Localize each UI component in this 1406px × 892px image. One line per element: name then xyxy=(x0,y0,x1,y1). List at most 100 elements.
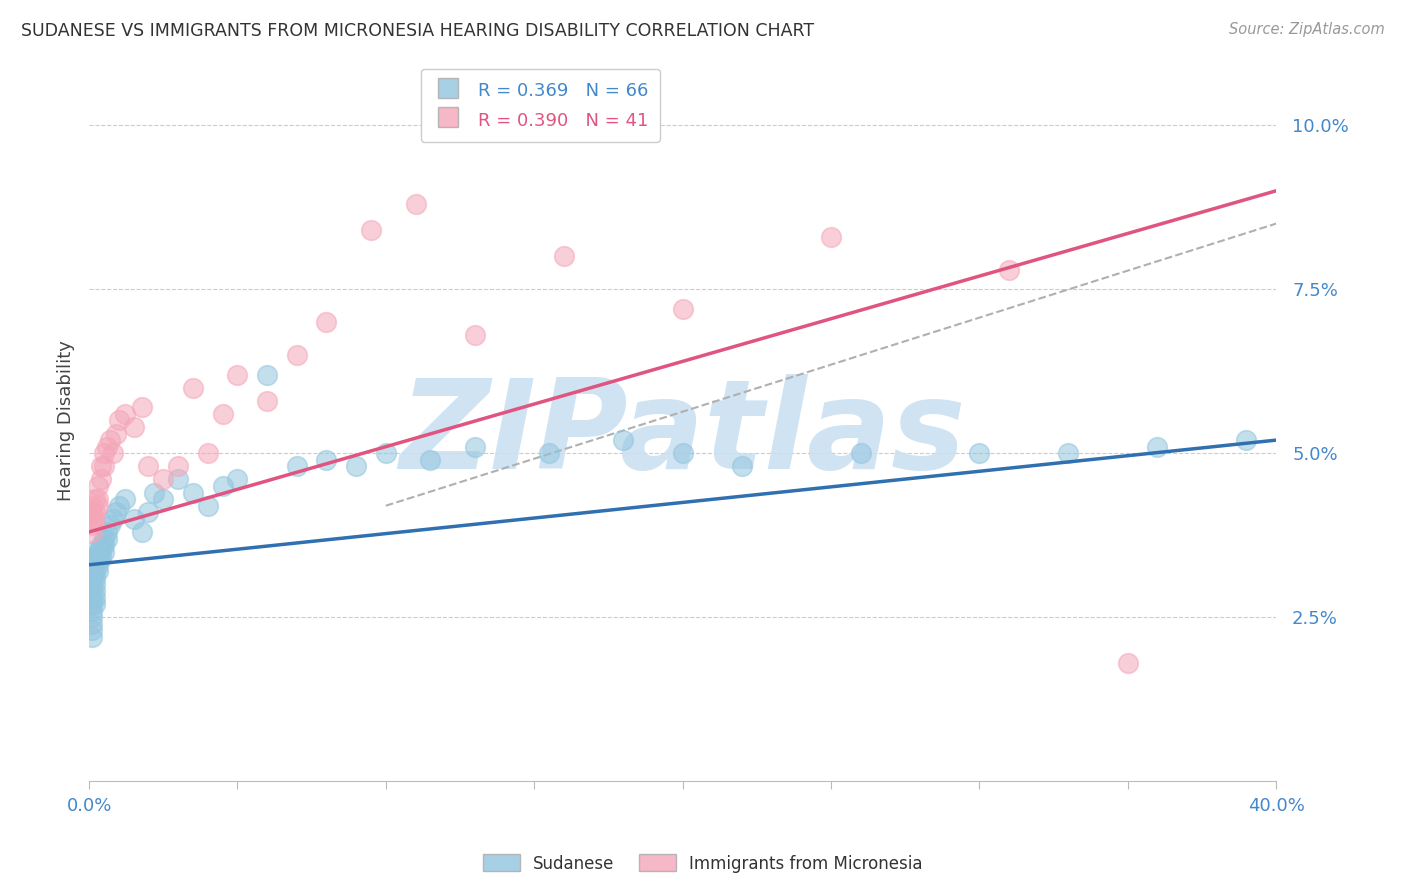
Point xyxy=(84,591,107,605)
Point xyxy=(80,524,103,539)
Point xyxy=(464,328,486,343)
Point xyxy=(80,518,103,533)
Point xyxy=(104,505,127,519)
Point xyxy=(84,505,107,519)
Point xyxy=(87,479,110,493)
Point xyxy=(285,459,308,474)
Point xyxy=(84,597,107,611)
Legend: Sudanese, Immigrants from Micronesia: Sudanese, Immigrants from Micronesia xyxy=(477,847,929,880)
Point xyxy=(849,446,872,460)
Point xyxy=(80,610,103,624)
Point xyxy=(80,505,103,519)
Point xyxy=(80,630,103,644)
Point xyxy=(152,492,174,507)
Point xyxy=(96,440,118,454)
Point xyxy=(84,577,107,591)
Point xyxy=(1116,656,1139,670)
Point xyxy=(80,597,103,611)
Point xyxy=(405,197,427,211)
Point xyxy=(553,249,575,263)
Point xyxy=(84,571,107,585)
Point xyxy=(93,538,115,552)
Point xyxy=(671,301,693,316)
Point xyxy=(80,624,103,638)
Point xyxy=(87,499,110,513)
Point xyxy=(152,473,174,487)
Y-axis label: Hearing Disability: Hearing Disability xyxy=(58,340,75,501)
Point xyxy=(80,558,103,572)
Point xyxy=(87,544,110,558)
Text: Source: ZipAtlas.com: Source: ZipAtlas.com xyxy=(1229,22,1385,37)
Point xyxy=(226,368,249,382)
Point xyxy=(464,440,486,454)
Point xyxy=(197,499,219,513)
Point xyxy=(104,426,127,441)
Point xyxy=(1146,440,1168,454)
Point xyxy=(80,565,103,579)
Point xyxy=(138,459,160,474)
Point xyxy=(114,492,136,507)
Point xyxy=(98,518,121,533)
Point xyxy=(114,407,136,421)
Point xyxy=(87,492,110,507)
Point xyxy=(998,262,1021,277)
Point xyxy=(1236,433,1258,447)
Point xyxy=(84,512,107,526)
Point xyxy=(80,571,103,585)
Point xyxy=(211,407,233,421)
Point xyxy=(80,551,103,566)
Point xyxy=(107,499,129,513)
Point xyxy=(96,532,118,546)
Point xyxy=(93,446,115,460)
Point xyxy=(87,558,110,572)
Point xyxy=(90,538,112,552)
Point xyxy=(84,492,107,507)
Point xyxy=(122,512,145,526)
Point xyxy=(80,616,103,631)
Point xyxy=(143,485,166,500)
Point xyxy=(80,584,103,599)
Point xyxy=(80,499,103,513)
Text: ZIPatlas: ZIPatlas xyxy=(399,375,966,495)
Point xyxy=(84,565,107,579)
Point xyxy=(419,452,441,467)
Point xyxy=(671,446,693,460)
Point xyxy=(138,505,160,519)
Point xyxy=(537,446,560,460)
Point xyxy=(87,565,110,579)
Text: SUDANESE VS IMMIGRANTS FROM MICRONESIA HEARING DISABILITY CORRELATION CHART: SUDANESE VS IMMIGRANTS FROM MICRONESIA H… xyxy=(21,22,814,40)
Point xyxy=(101,512,124,526)
Point xyxy=(181,485,204,500)
Point xyxy=(820,229,842,244)
Point xyxy=(90,544,112,558)
Point xyxy=(122,420,145,434)
Point xyxy=(98,433,121,447)
Point xyxy=(612,433,634,447)
Point xyxy=(131,524,153,539)
Point xyxy=(90,473,112,487)
Point xyxy=(80,512,103,526)
Point xyxy=(107,413,129,427)
Point xyxy=(93,544,115,558)
Legend: R = 0.369   N = 66, R = 0.390   N = 41: R = 0.369 N = 66, R = 0.390 N = 41 xyxy=(420,69,659,142)
Point xyxy=(84,551,107,566)
Point xyxy=(256,368,278,382)
Point xyxy=(80,591,103,605)
Point xyxy=(360,223,382,237)
Point xyxy=(285,348,308,362)
Point xyxy=(93,532,115,546)
Point xyxy=(80,558,103,572)
Point xyxy=(80,577,103,591)
Point xyxy=(87,551,110,566)
Point xyxy=(80,544,103,558)
Point xyxy=(167,473,190,487)
Point xyxy=(197,446,219,460)
Point xyxy=(344,459,367,474)
Point xyxy=(374,446,396,460)
Point xyxy=(101,446,124,460)
Point xyxy=(256,393,278,408)
Point xyxy=(93,459,115,474)
Point xyxy=(315,452,337,467)
Point xyxy=(84,558,107,572)
Point xyxy=(90,459,112,474)
